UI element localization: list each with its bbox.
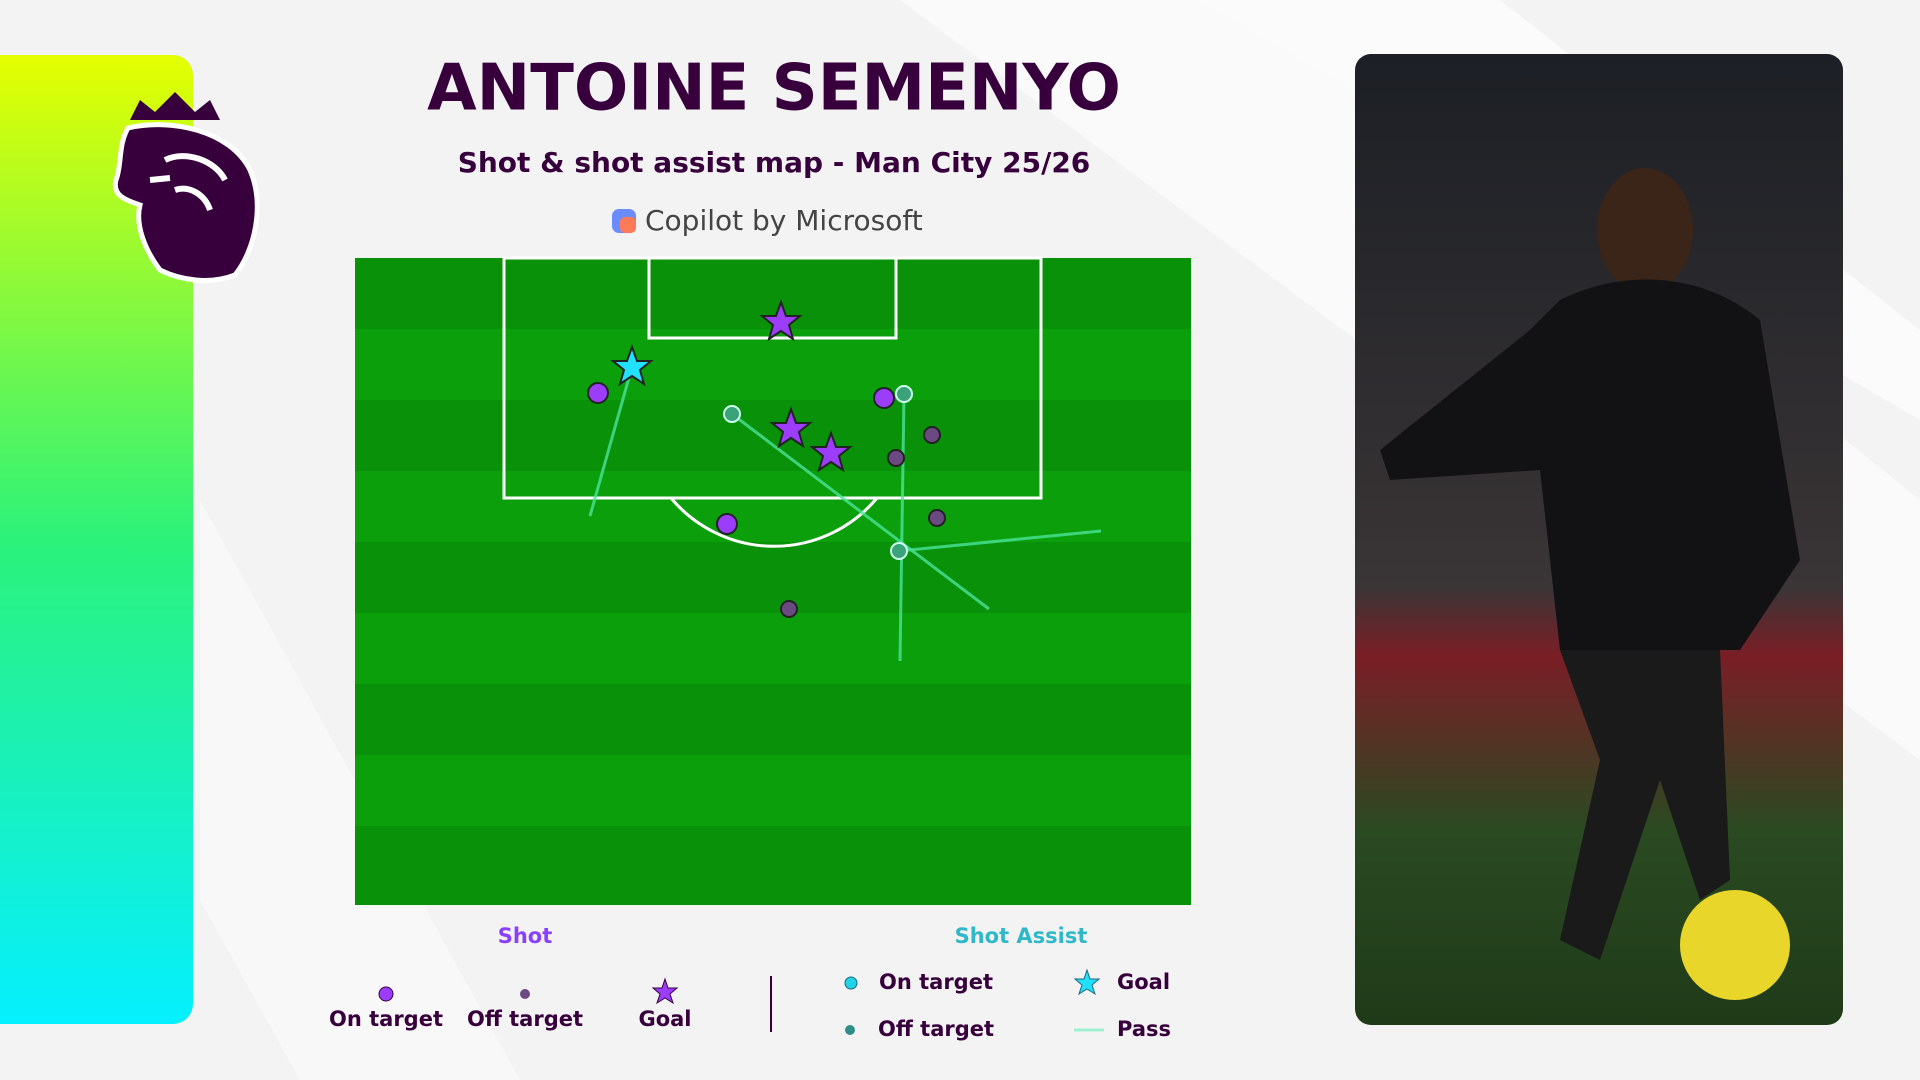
legend-label: Goal (1117, 970, 1170, 994)
subtitle: Shot & shot assist map - Man City 25/26 (458, 146, 1091, 179)
sponsor: Copilot by Microsoft (612, 204, 923, 237)
sponsor-text: Copilot by Microsoft (645, 204, 923, 237)
title: ANTOINE SEMENYO (427, 52, 1121, 126)
legend-label: Off target (467, 1007, 583, 1031)
legend-title: Shot Assist (955, 924, 1088, 948)
pass-lines (588, 366, 1102, 662)
legend-label: Pass (1117, 1017, 1171, 1041)
player-photo (1355, 54, 1843, 1025)
legend-title: Shot (498, 924, 553, 948)
pitch (355, 256, 1191, 905)
legend-label: On target (329, 1007, 443, 1031)
legend-label: Goal (638, 1007, 691, 1031)
side-panel (0, 55, 193, 1024)
legend-label: On target (879, 970, 993, 994)
league-logo (112, 92, 260, 283)
legend-label: Off target (878, 1017, 994, 1041)
shot-markers (587, 299, 946, 618)
legend: Shot Shot Assist On target Off target Go… (329, 924, 1171, 1041)
